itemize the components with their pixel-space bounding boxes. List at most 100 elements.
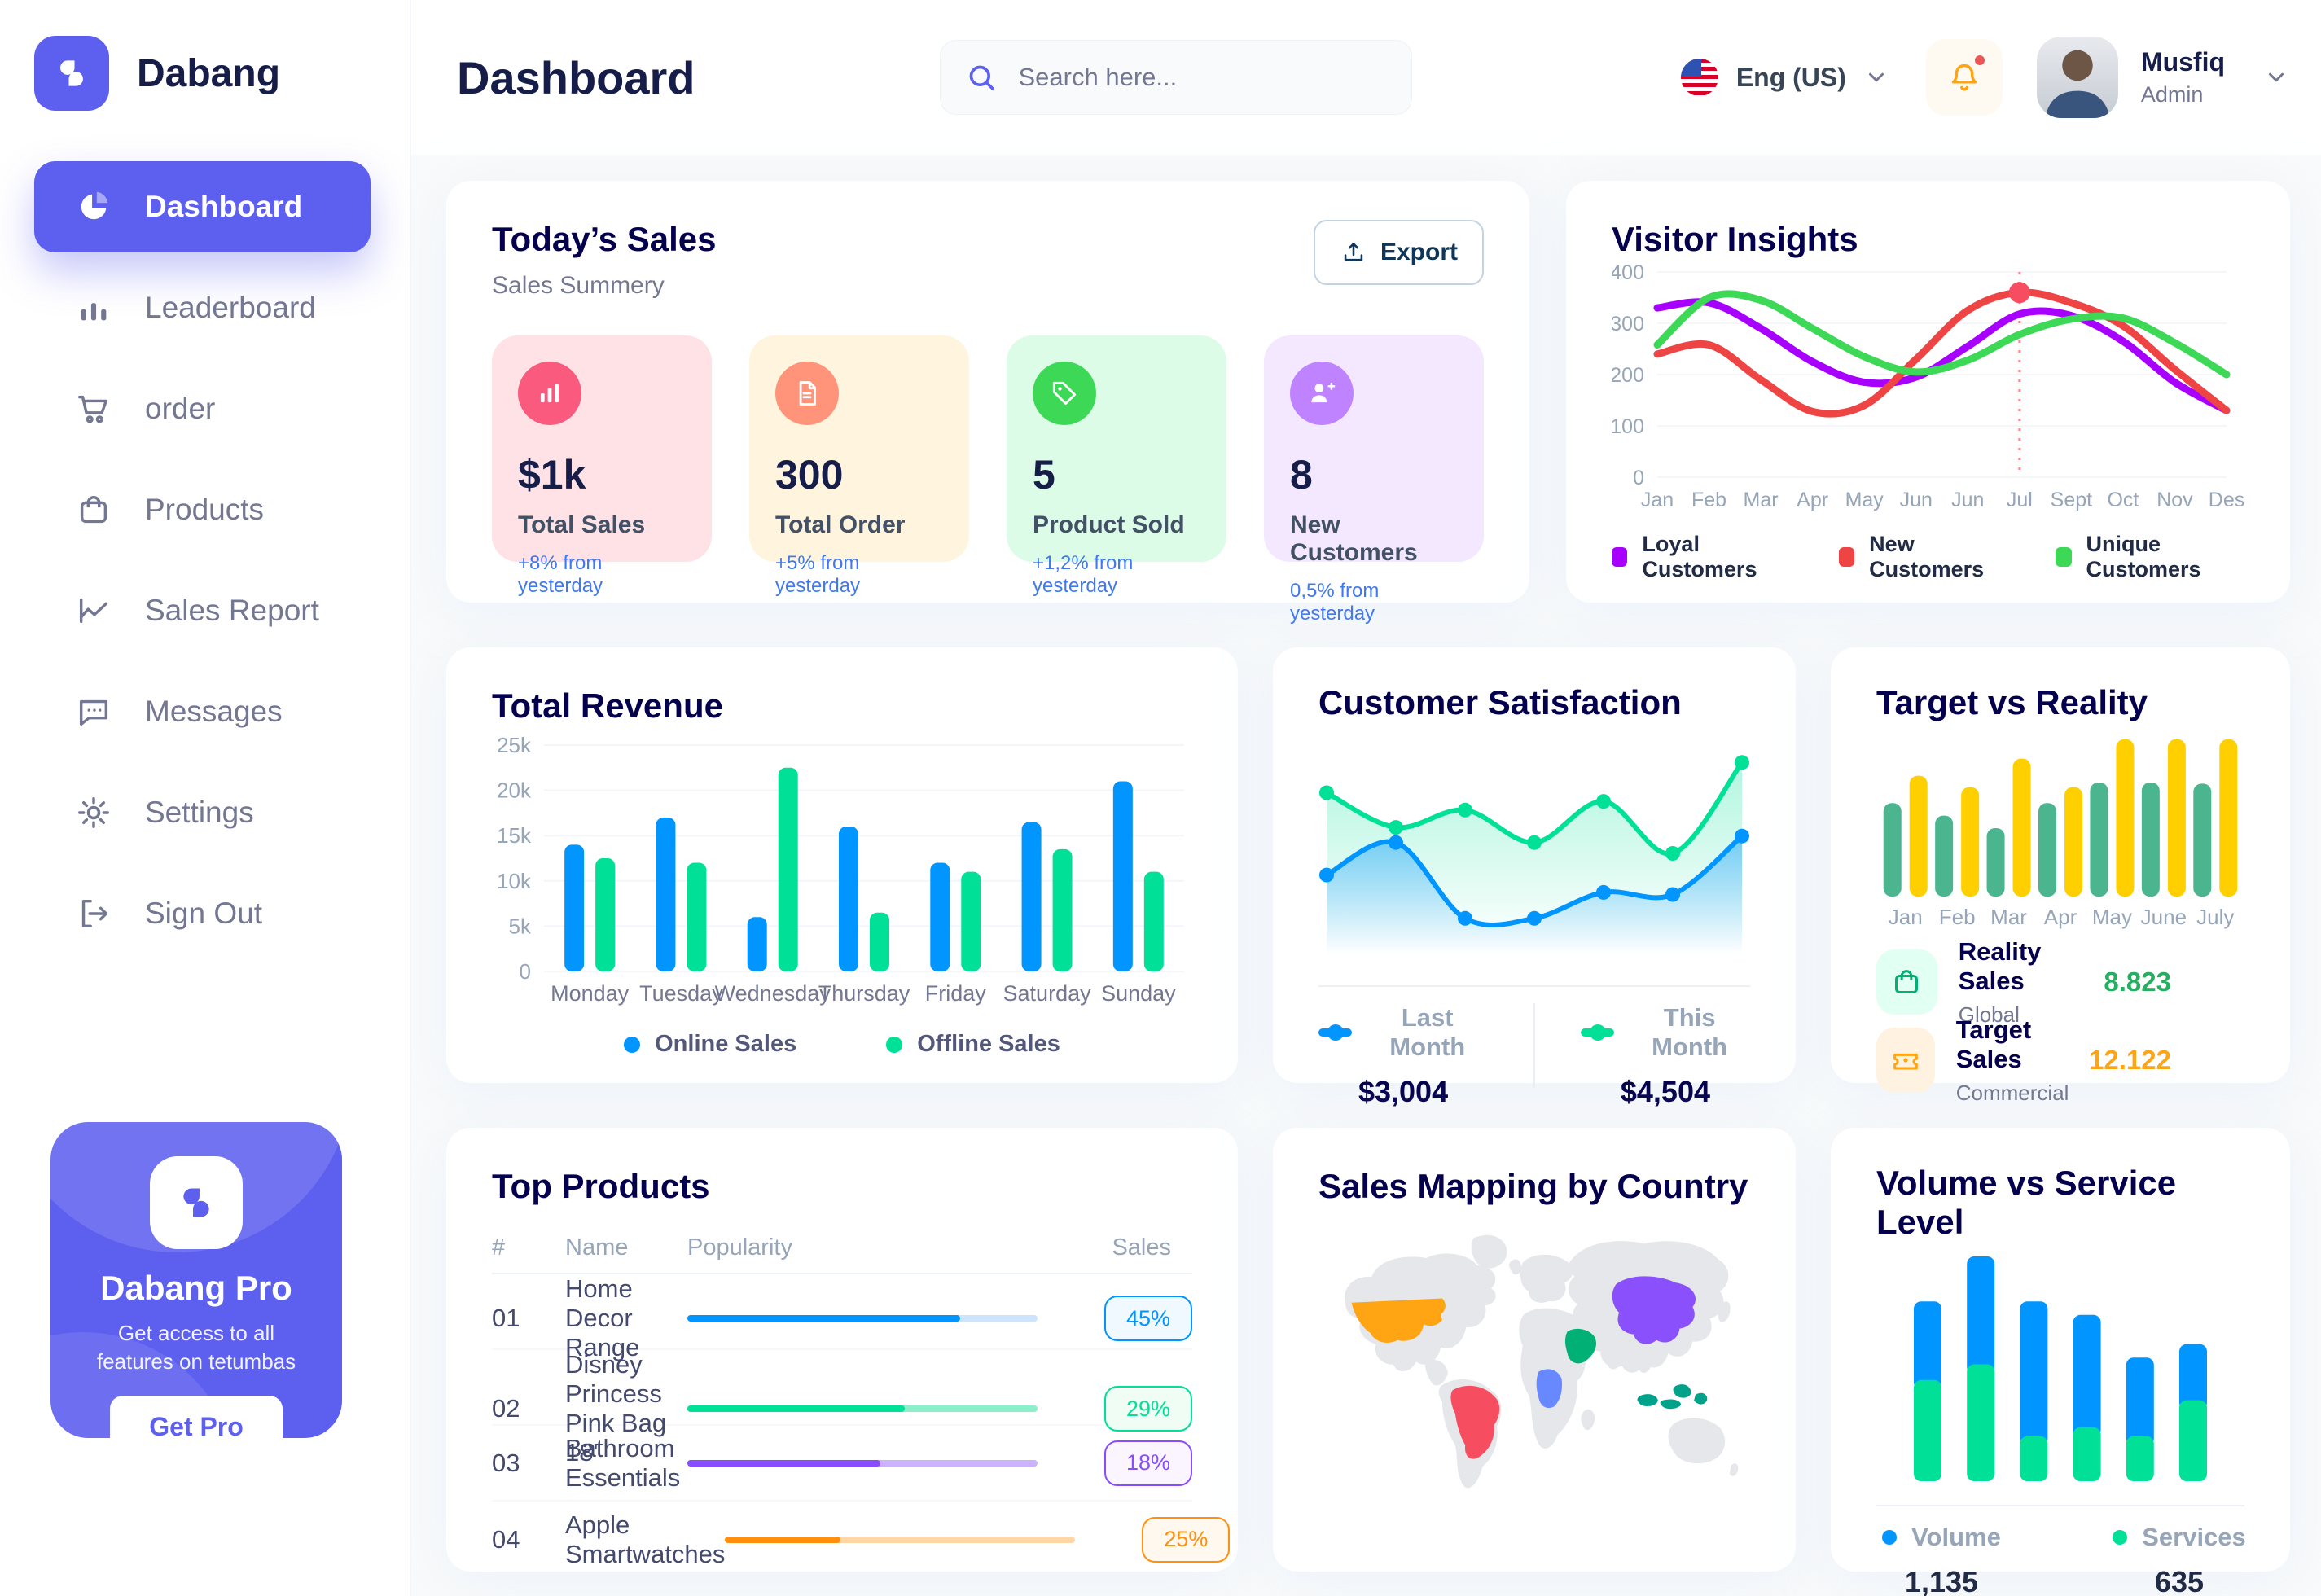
search-icon (965, 61, 998, 94)
notifications-button[interactable] (1925, 39, 2003, 116)
sidebar-item-label: Dashboard (145, 190, 303, 223)
volume-service-legend: Volume 1,135 Services 635 (1876, 1523, 2246, 1596)
sidebar: Dabang Dashboard Leaderboard order Products… (0, 0, 411, 1596)
services-dot-icon (2113, 1530, 2128, 1545)
svg-text:20k: 20k (497, 778, 532, 803)
country-indonesia (1637, 1384, 1708, 1410)
svg-text:25k: 25k (497, 737, 532, 757)
signout-icon (75, 895, 112, 932)
popularity-bar (687, 1405, 1038, 1412)
sidebar-item-label: Settings (145, 796, 254, 829)
metric-delta: +8% from yesterday (518, 552, 603, 597)
sidebar-item-sales-report[interactable]: Sales Report (34, 565, 371, 656)
volume-service-chart (1914, 1256, 2207, 1481)
table-row: 02 Disney Princess Pink Bag 18' 29% (492, 1350, 1192, 1467)
svg-text:400: 400 (1612, 261, 1644, 284)
bag-icon (75, 491, 112, 528)
target-vs-reality-legend: Reality Sales Global 8.823 Target Sales … (1876, 937, 2244, 1105)
metric-label: Total Sales (518, 511, 646, 538)
legend-unique-customers: Unique Customers (2056, 532, 2244, 582)
svg-text:Thursday: Thursday (818, 981, 910, 1006)
sidebar-item-sign-out[interactable]: Sign Out (34, 868, 371, 959)
svg-text:0: 0 (1633, 467, 1644, 489)
user-menu[interactable]: Musfiq Admin (2036, 37, 2288, 118)
reality-sales-value: 8.823 (2104, 967, 2171, 997)
svg-text:Wednesday: Wednesday (715, 981, 831, 1006)
sidebar-menu: Dashboard Leaderboard order Products Sales R… (0, 161, 410, 959)
svg-text:Jan: Jan (1641, 489, 1674, 511)
svg-text:Apr: Apr (1797, 489, 1828, 511)
product-rank: 01 (492, 1304, 520, 1332)
customer-satisfaction-card: Customer Satisfaction Last Month $3,004 … (1273, 647, 1796, 1108)
sidebar-item-products[interactable]: Products (34, 464, 371, 555)
sales-mapping-card: Sales Mapping by Country (1273, 1128, 1796, 1572)
product-name: Bathroom Essentials (565, 1433, 681, 1492)
chevron-down-icon (1864, 65, 1889, 90)
sidebar-item-order[interactable]: order (34, 363, 371, 454)
search-input[interactable] (1016, 62, 1387, 93)
sidebar-item-settings[interactable]: Settings (34, 767, 371, 858)
sales-badge: 29% (1104, 1386, 1192, 1432)
product-rank: 02 (492, 1394, 520, 1423)
svg-text:0: 0 (520, 959, 531, 984)
pro-title: Dabang Pro (100, 1269, 292, 1307)
bars-icon (75, 289, 112, 327)
legend-online-sales: Online Sales (624, 1031, 796, 1058)
metric-card-total-sales: $1k Total Sales +8% from yesterday (492, 335, 712, 597)
topbar: Dashboard Eng (US) Musfiq Admin (411, 0, 2321, 155)
customer-satisfaction-title: Customer Satisfaction (1318, 683, 1682, 721)
product-name: Disney Princess Pink Bag 18' (565, 1350, 667, 1467)
svg-text:Tuesday: Tuesday (639, 981, 723, 1006)
metric-delta: +5% from yesterday (775, 552, 861, 597)
avatar (2036, 37, 2118, 118)
sidebar-item-dashboard[interactable]: Dashboard (34, 161, 371, 252)
svg-text:Jul: Jul (2007, 489, 2033, 511)
svg-text:Jan: Jan (1889, 905, 1923, 929)
svg-text:Mar: Mar (1990, 905, 2027, 929)
legend-target-sales: Target Sales Commercial 12.122 (1876, 1015, 2244, 1105)
volume-service-card: Volume vs Service Level Volume 1,135 Ser… (1831, 1128, 2290, 1596)
svg-text:5k: 5k (509, 914, 532, 938)
this-month-marker-icon (1580, 1024, 1615, 1041)
brand-name: Dabang (137, 51, 281, 95)
legend-new-customers: New Customers (1838, 532, 2003, 582)
svg-text:May: May (1845, 489, 1884, 511)
svg-text:June: June (2141, 905, 2187, 929)
svg-text:Monday: Monday (551, 981, 630, 1006)
svg-text:July: July (2196, 905, 2234, 929)
main-area: Dashboard Eng (US) Musfiq Admin (411, 0, 2321, 1596)
table-row: 04 Apple Smartwatches 25% (492, 1502, 1231, 1577)
visitor-insights-chart: 0 100 200 300 400 Jan Feb Mar Apr May Jun Jun Jul Sep… (1610, 261, 2244, 511)
metric-delta: 0,5% from yesterday (1290, 580, 1380, 625)
svg-text:15k: 15k (497, 823, 532, 848)
sidebar-item-messages[interactable]: Messages (34, 666, 371, 757)
metric-card-total-order: 300 Total Order +5% from yesterday (749, 335, 969, 597)
sales-mapping-title: Sales Mapping by Country (1318, 1167, 1748, 1205)
userplus-icon (1290, 362, 1354, 425)
last-month-total: $3,004 (1358, 1075, 1449, 1108)
gear-icon (75, 794, 112, 831)
metric-value: $1k (518, 452, 586, 498)
legend-services: Services 635 (2106, 1523, 2253, 1596)
top-products-rows: 01 Home Decor Range 45% 02 Disney Princess P… (492, 1274, 1231, 1577)
language-selector[interactable]: Eng (US) (1680, 59, 1889, 96)
get-pro-button[interactable]: Get Pro (110, 1396, 283, 1438)
pro-upgrade-card: Dabang Pro Get access to all features on… (50, 1122, 342, 1438)
brand: Dabang (0, 0, 410, 111)
sidebar-item-leaderboard[interactable]: Leaderboard (34, 262, 371, 353)
last-month-marker-icon (1318, 1024, 1353, 1041)
export-button[interactable]: Export (1313, 220, 1484, 285)
chevron-down-icon (2264, 65, 2288, 90)
online-sales-dot-icon (624, 1036, 641, 1053)
us-flag-icon (1680, 59, 1718, 96)
export-icon (1340, 239, 1367, 266)
visitor-insights-title: Visitor Insights (1612, 220, 1858, 258)
total-revenue-title: Total Revenue (492, 686, 723, 725)
bell-icon (1946, 59, 1983, 96)
volume-service-title: Volume vs Service Level (1876, 1164, 2177, 1241)
sidebar-item-label: Sales Report (145, 594, 319, 627)
svg-text:100: 100 (1612, 415, 1644, 438)
legend-volume: Volume 1,135 (1868, 1523, 2015, 1596)
file-icon (775, 362, 839, 425)
country-saudi-arabia (1564, 1328, 1597, 1364)
